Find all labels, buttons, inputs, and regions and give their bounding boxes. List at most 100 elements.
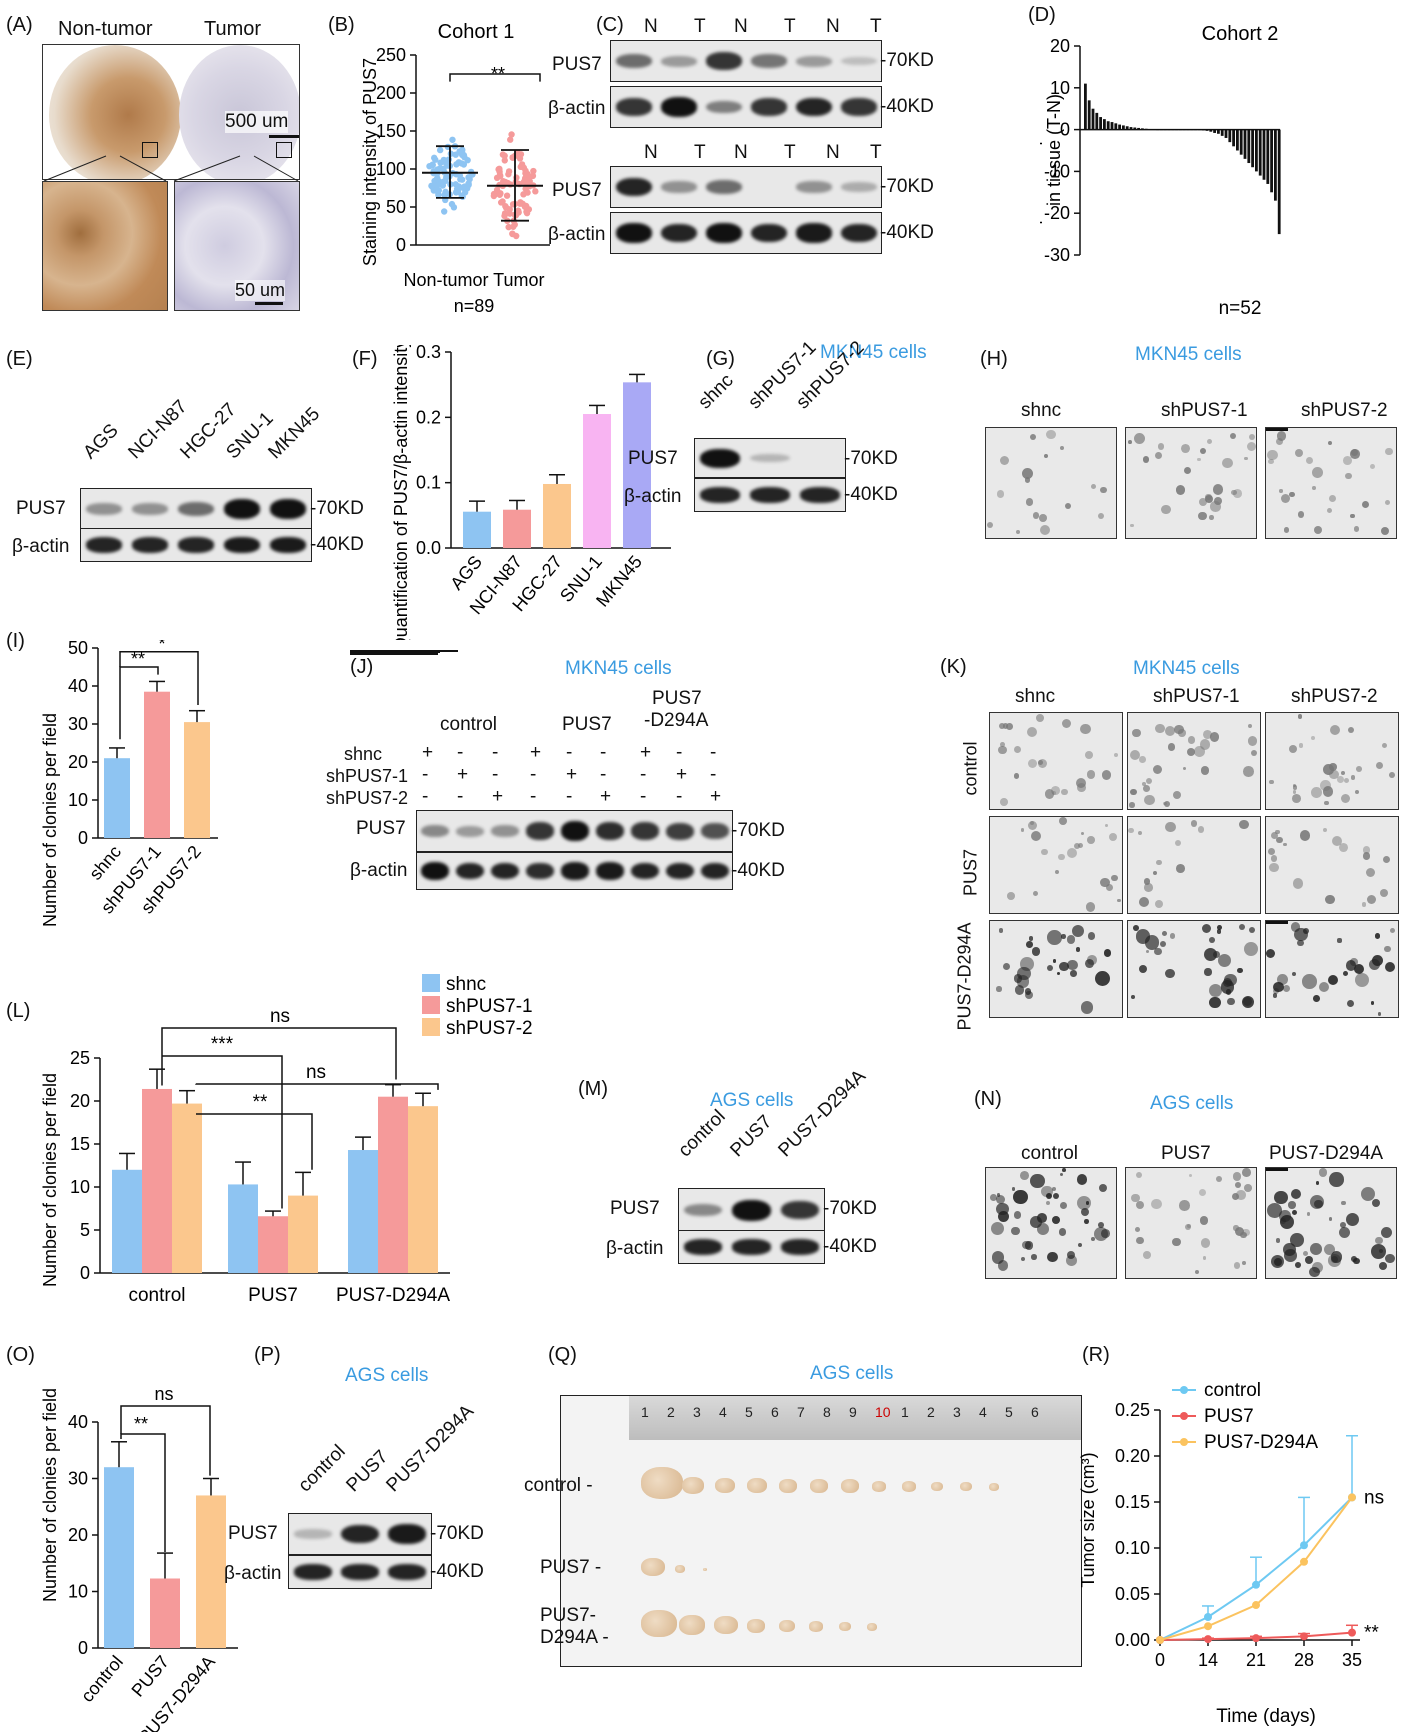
chart-d-bar — [1103, 119, 1106, 130]
colony — [1270, 831, 1279, 840]
colony — [1247, 723, 1253, 728]
row-label: PUS7- — [540, 1605, 596, 1626]
chart-i-bar — [104, 758, 130, 838]
kd40-label: -40KD — [731, 860, 785, 881]
blot-c-actin — [610, 212, 882, 254]
lane-label: N — [644, 142, 658, 163]
micrograph-h — [1265, 427, 1397, 539]
sign: - — [710, 764, 717, 785]
micrograph-h — [1125, 427, 1257, 539]
chart-b-title: Cohort 1 — [438, 21, 515, 43]
colony — [1325, 894, 1335, 905]
tumor — [681, 1477, 704, 1494]
panel-label-j: (J) — [350, 656, 374, 678]
chart-d-bar — [1251, 129, 1254, 168]
blot-m-pus7-band — [683, 1203, 723, 1217]
chart-b-point — [439, 182, 447, 189]
colony — [1174, 839, 1182, 846]
kd40-label: -40KD — [823, 1236, 877, 1257]
colony — [1337, 938, 1342, 943]
lane-label: PUS7 — [726, 1111, 777, 1162]
chart-d-bar — [1274, 129, 1277, 201]
kd70-label: -70KD — [823, 1198, 877, 1219]
lane-label: PUS7 — [342, 1446, 393, 1497]
ruler-number: 5 — [745, 1404, 753, 1420]
chart-b-point — [497, 190, 504, 197]
scale-bar-50um: 50 um — [235, 280, 286, 301]
colony — [1290, 922, 1301, 933]
chart-d-bar — [1095, 112, 1099, 130]
colony — [1077, 783, 1087, 793]
sign: - — [422, 786, 429, 807]
sign: - — [710, 742, 717, 763]
colony — [1214, 496, 1223, 505]
colony — [1047, 930, 1062, 945]
colony — [1233, 1262, 1241, 1269]
colony — [1067, 959, 1078, 971]
panel-label-h: (H) — [980, 348, 1008, 370]
colony — [1222, 457, 1233, 469]
chart-d-bar — [1122, 125, 1125, 130]
row-label-actin: β-actin — [350, 860, 408, 881]
colony — [991, 1250, 1005, 1264]
colony — [1284, 1249, 1297, 1262]
panel-label-n: (N) — [974, 1088, 1002, 1110]
blot-e-actin-band — [131, 537, 169, 553]
panel-k-title: MKN45 cells — [1133, 658, 1240, 679]
chart-o-bar — [150, 1578, 180, 1648]
colony — [1209, 732, 1219, 742]
chart-r-point — [1300, 1557, 1308, 1566]
chart-d-bar — [1255, 129, 1258, 172]
colony — [1272, 987, 1279, 994]
lane-label: N — [644, 16, 658, 37]
panel-label-m: (M) — [578, 1078, 608, 1100]
colony — [1105, 883, 1113, 891]
colony — [1038, 513, 1047, 522]
colony — [1324, 800, 1330, 806]
colony — [999, 723, 1006, 729]
colony — [1144, 882, 1153, 892]
chart-d-bar — [1190, 129, 1194, 131]
blot-c-actin-band — [750, 98, 787, 116]
blot-j-pus7-band — [525, 822, 554, 840]
colony — [1302, 1250, 1309, 1257]
blot-j-pus7-band — [595, 821, 624, 841]
scale-bar — [1266, 921, 1288, 924]
micrograph-n — [1265, 1167, 1397, 1279]
micrograph-n — [1125, 1167, 1257, 1279]
chart-o-bracket — [120, 1433, 166, 1552]
tumor-photo: 1 2 3 4 5 6 7 8 9 10 1 2 3 4 5 6 — [560, 1395, 1082, 1667]
panel-g: MKN45 cells shnc shPUS7-1 shPUS7-2 PUS7 β-act… — [624, 337, 980, 570]
colony — [1007, 892, 1016, 901]
group-label: PUS7 — [652, 688, 702, 709]
colony — [998, 928, 1004, 933]
colony — [1311, 736, 1316, 741]
colony — [1342, 456, 1352, 466]
colony — [1327, 1253, 1341, 1267]
colony — [1273, 1190, 1288, 1205]
row-label-pus7: PUS7 — [628, 448, 678, 469]
panel-label-a: (A) — [6, 14, 33, 36]
chart-b-point — [440, 208, 448, 215]
colony — [1041, 1185, 1053, 1198]
chart-d-bar — [1228, 129, 1232, 143]
colony — [1202, 730, 1212, 740]
blot-c-pus7-band — [840, 56, 877, 66]
colony — [997, 1260, 1009, 1271]
chart-b-ytick-label: 150 — [376, 121, 406, 141]
group-underline — [350, 653, 438, 655]
colony — [1241, 995, 1254, 1008]
row-label-pus7: PUS7 — [16, 498, 66, 519]
chart-r-sig-star: ** — [1364, 1623, 1379, 1644]
colony — [1128, 827, 1134, 833]
colony — [1028, 936, 1034, 941]
chart-d-bar — [1167, 129, 1171, 131]
tumor — [746, 1478, 767, 1493]
blot-c-pus7 — [610, 40, 882, 82]
blot-e-pus7-band — [177, 502, 215, 516]
colony — [1132, 728, 1141, 738]
chart-d-bar — [1171, 129, 1175, 131]
colony — [1235, 1182, 1241, 1189]
colony — [1011, 1226, 1020, 1236]
panel-label-d: (D) — [1028, 4, 1056, 26]
